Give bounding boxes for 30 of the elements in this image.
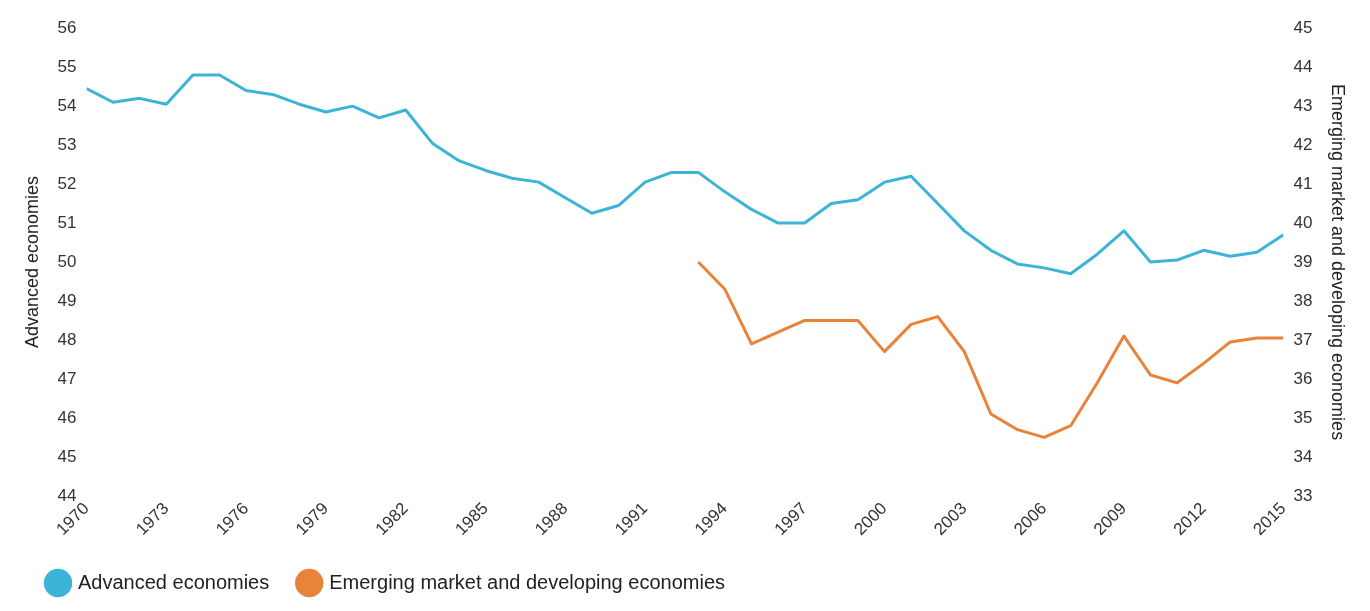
y-tick-label: 44 [57,485,77,505]
y-tick-label: 49 [57,290,77,310]
y2-tick-label: 45 [1293,17,1313,37]
y-tick-label: 48 [57,329,77,349]
y2-axis-title: Emerging market and developing economies [1328,83,1349,441]
y2-tick-label: 39 [1293,251,1313,271]
y2-tick-label: 36 [1293,368,1313,388]
y-tick-label: 55 [57,56,77,76]
y2-tick-label: 37 [1293,329,1313,349]
y2-tick-label: 43 [1293,95,1313,115]
y-tick-label: 47 [57,368,77,388]
y2-tick-label: 33 [1293,485,1313,505]
y2-tick-label: 38 [1293,290,1313,310]
y-axis-title: Advanced economies [21,175,42,349]
y-tick-label: 53 [57,134,77,154]
y-tick-label: 51 [57,212,77,232]
y-tick-label: 50 [57,251,77,271]
y-tick-label: 56 [57,17,77,37]
y2-tick-label: 40 [1293,212,1313,232]
y2-tick-label: 34 [1293,446,1313,466]
legend-label: Emerging market and developing economies [329,570,726,593]
y2-tick-label: 41 [1293,173,1313,193]
legend-label: Advanced economies [78,570,270,593]
y-tick-label: 45 [57,446,77,466]
y2-tick-label: 42 [1293,134,1313,154]
y2-tick-label: 35 [1293,407,1313,427]
y-tick-label: 52 [57,173,77,193]
y-tick-label: 46 [57,407,77,427]
y-tick-label: 54 [57,95,77,115]
y2-tick-label: 44 [1293,56,1313,76]
